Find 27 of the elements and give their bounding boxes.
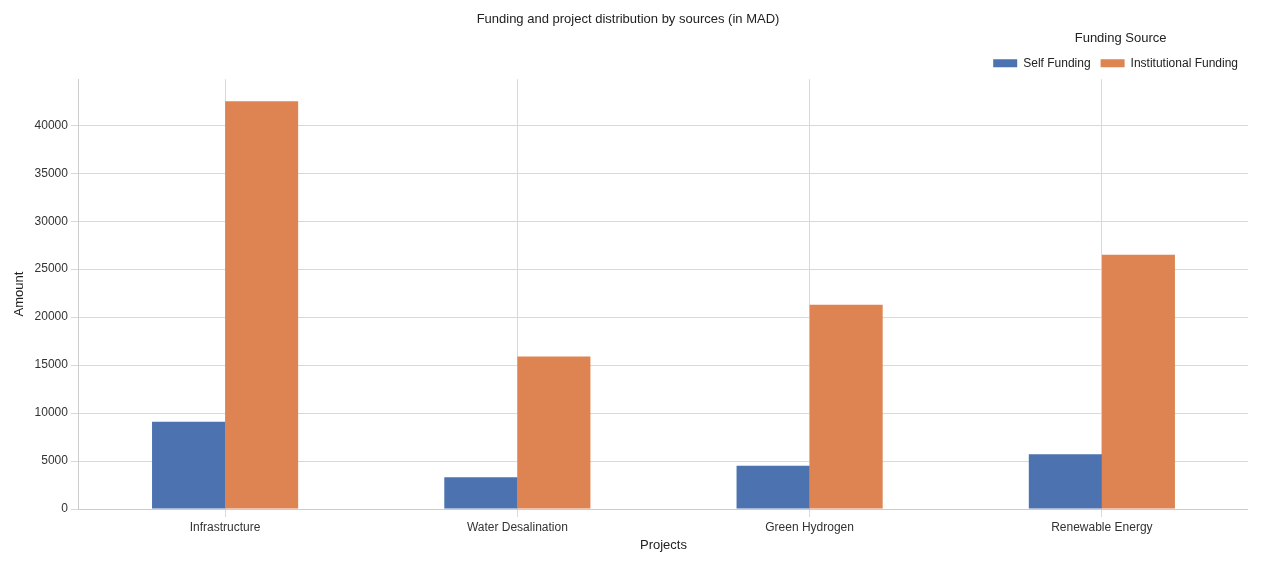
y-tick-label: 5000 xyxy=(41,453,69,468)
bar xyxy=(1101,254,1175,509)
bar xyxy=(809,304,883,509)
y-tick-label: 20000 xyxy=(34,309,69,324)
legend-label: Self Funding xyxy=(1023,55,1091,70)
legend-title: Funding Source xyxy=(1074,29,1167,45)
chart-title: Funding and project distribution by sources (in MAD) xyxy=(476,11,780,27)
y-tick-label: 25000 xyxy=(34,261,69,276)
bar xyxy=(517,356,591,509)
bar xyxy=(736,465,810,509)
y-tick-label: 30000 xyxy=(34,213,69,228)
bar xyxy=(152,421,226,509)
legend-label: Institutional Funding xyxy=(1130,55,1238,70)
y-tick-label: 35000 xyxy=(34,165,69,180)
x-tick-label: Renewable Energy xyxy=(1051,519,1153,534)
y-tick-label: 40000 xyxy=(34,117,69,132)
y-tick-label: 10000 xyxy=(34,405,69,420)
x-axis-title: Projects xyxy=(640,536,688,552)
y-tick-label: 15000 xyxy=(34,357,69,372)
bar xyxy=(444,477,518,509)
x-tick-label: Green Hydrogen xyxy=(765,519,854,534)
bar xyxy=(1028,454,1102,509)
x-tick-label: Water Desalination xyxy=(466,519,568,534)
bar xyxy=(225,101,299,509)
y-tick-label: 0 xyxy=(61,501,69,516)
y-axis-title: Amount xyxy=(11,271,27,317)
x-tick-label: Infrastructure xyxy=(189,519,261,534)
